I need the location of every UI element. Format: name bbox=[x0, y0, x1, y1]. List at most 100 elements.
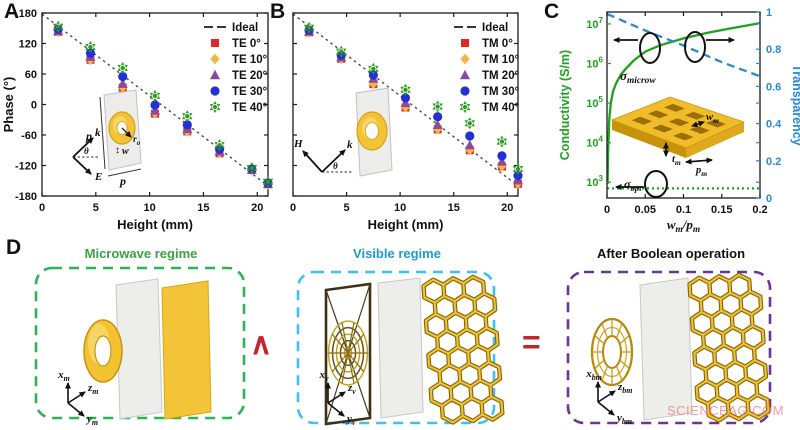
mesh-front-left bbox=[612, 120, 686, 158]
honeycomb-mesh bbox=[687, 272, 771, 423]
mesh-ring bbox=[590, 317, 634, 387]
mesh-hole bbox=[664, 103, 685, 112]
data-point-hexagram bbox=[512, 163, 524, 176]
regime-box-0 bbox=[34, 266, 246, 420]
honeycomb-mesh bbox=[421, 274, 505, 425]
data-point-diamond bbox=[460, 53, 470, 65]
data-point-diamond bbox=[210, 53, 220, 65]
legend-label: TE 30° bbox=[232, 86, 268, 98]
boolean-and-symbol: ∧ bbox=[250, 328, 272, 361]
web-spoke bbox=[347, 322, 355, 354]
x-tick-label: 0 bbox=[604, 204, 610, 216]
x-axis-name: xv bbox=[318, 369, 329, 383]
data-point-circle bbox=[304, 25, 314, 35]
web-spoke bbox=[347, 352, 355, 384]
mesh-ring-strut bbox=[601, 365, 609, 381]
data-point-hexagram bbox=[400, 83, 411, 96]
data-point-hexagram bbox=[432, 100, 443, 113]
y-tick-label-right: 0 bbox=[766, 193, 772, 205]
data-point-circle bbox=[400, 93, 411, 103]
mesh-hole bbox=[684, 111, 706, 120]
k-vector bbox=[72, 137, 94, 158]
data-point-circle bbox=[182, 120, 192, 130]
right-axis-label: Transparency bbox=[790, 64, 800, 145]
x-tick-label: 5 bbox=[93, 202, 99, 214]
data-point-circle bbox=[118, 71, 128, 82]
legend-label: Ideal bbox=[482, 22, 508, 34]
data-point-triangle bbox=[432, 119, 443, 130]
r-label: ro bbox=[133, 135, 141, 147]
h-vector bbox=[302, 150, 323, 173]
k-label: k bbox=[347, 139, 353, 151]
x-tick-label: 0 bbox=[290, 202, 296, 214]
panel-c-chart: 0 0.05 0.1 0.15 0.210310410510610700.20.40.6… bbox=[558, 7, 800, 235]
data-point-hexagram bbox=[368, 62, 379, 75]
panel-a-inset: p p ro ↕ w k Eθ bbox=[72, 89, 142, 188]
web-spoke bbox=[347, 352, 365, 373]
sigma-opt-label: σopt bbox=[624, 177, 642, 193]
x-tick-label: 0.1 bbox=[676, 204, 691, 216]
panel-b-label: B bbox=[270, 0, 286, 23]
y-tick-label: 180 bbox=[19, 8, 37, 20]
y-axis-name: ym bbox=[85, 413, 98, 427]
mesh-hole bbox=[647, 110, 669, 119]
sigma-microw-label: σmicrow bbox=[620, 68, 656, 86]
mesh-ring-strut bbox=[594, 335, 605, 345]
series-te-40- bbox=[52, 20, 274, 188]
data-point-hexagram bbox=[52, 20, 64, 33]
series-tm-40- bbox=[303, 21, 524, 176]
x-tick-label: 20 bbox=[501, 202, 513, 214]
data-point-hexagram bbox=[459, 101, 471, 113]
y-tick-label: 60 bbox=[25, 69, 37, 81]
y-tick-label-right: 0.6 bbox=[766, 81, 781, 93]
gold-ring-hole bbox=[365, 122, 379, 140]
y-axis-arrow bbox=[67, 402, 85, 417]
y-tick-label: -120 bbox=[15, 161, 37, 173]
x-tick-label: 0.05 bbox=[635, 204, 656, 216]
legend-label: Ideal bbox=[232, 22, 258, 34]
data-point-circle bbox=[53, 24, 63, 34]
data-point-hexagram bbox=[246, 162, 258, 175]
callout-ellipse bbox=[639, 32, 661, 64]
web-spoke bbox=[347, 333, 365, 354]
curve-σmicrow bbox=[606, 21, 761, 185]
data-point-triangle bbox=[117, 78, 128, 88]
web-spoke bbox=[341, 322, 349, 354]
pm-label: pm bbox=[695, 165, 707, 178]
data-point-circle bbox=[465, 131, 475, 141]
data-point-hexagram bbox=[182, 110, 193, 123]
w-dim-arrow bbox=[691, 121, 705, 128]
data-point-circle bbox=[513, 171, 523, 181]
mesh-hole bbox=[673, 132, 694, 141]
mesh-hole bbox=[689, 126, 710, 134]
y-axis-name: ybm bbox=[615, 412, 632, 426]
glass-plate bbox=[639, 277, 693, 421]
z-axis-name: zm bbox=[87, 382, 98, 396]
z-axis-name: zbm bbox=[617, 381, 632, 395]
legend-label: TM 40° bbox=[482, 102, 520, 114]
legend: Ideal TM 0° TM 10° TM 20° TM 30° TM 40° bbox=[454, 22, 520, 114]
mesh-hole bbox=[668, 118, 690, 127]
y-tick-label: 120 bbox=[19, 39, 37, 51]
panel-a-chart: 0 5 10 15 20 -180 -120 -60 0 60 120 180 Ideal TE 0° TE… bbox=[1, 8, 274, 232]
legend-label: TE 0° bbox=[232, 38, 261, 50]
y-axis-name: yv bbox=[345, 413, 356, 427]
data-point-diamond bbox=[368, 78, 378, 90]
x-tick-label: 0.2 bbox=[752, 204, 767, 216]
data-point-triangle bbox=[150, 105, 160, 115]
dimension-line bbox=[99, 96, 106, 170]
data-point-hexagram bbox=[303, 21, 315, 34]
k-label: k bbox=[95, 127, 101, 139]
y-tick-label-left: 104 bbox=[586, 135, 603, 150]
x-tick-label: 15 bbox=[197, 202, 209, 214]
visible-regime-title: Visible regime bbox=[353, 246, 441, 261]
p-label: p bbox=[85, 129, 92, 143]
axis-triad: xm zm ym bbox=[57, 369, 98, 427]
data-point-hexagram bbox=[209, 101, 221, 113]
x-axis-label: Height (mm) bbox=[368, 217, 444, 232]
data-point-triangle bbox=[460, 69, 470, 80]
y-tick-label-left: 106 bbox=[586, 55, 603, 70]
series-te-30- bbox=[53, 24, 273, 188]
data-point-hexagram bbox=[214, 139, 225, 152]
